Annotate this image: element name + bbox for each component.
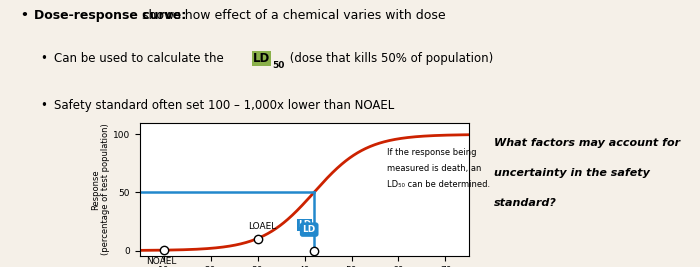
Text: •: • [41, 99, 52, 112]
Text: 50: 50 [273, 61, 285, 70]
Text: What factors may account for: What factors may account for [494, 138, 680, 148]
Text: standard?: standard? [494, 198, 557, 208]
Text: LD₅₀ can be determined.: LD₅₀ can be determined. [388, 180, 491, 190]
Text: Safety standard often set 100 – 1,000x lower than NOAEL: Safety standard often set 100 – 1,000x l… [55, 99, 395, 112]
Text: LD: LD [298, 220, 311, 229]
Text: •: • [41, 52, 52, 65]
Text: If the response being: If the response being [388, 148, 477, 158]
Text: uncertainty in the safety: uncertainty in the safety [494, 168, 650, 178]
Y-axis label: Response
(percentage of test population): Response (percentage of test population) [91, 124, 111, 256]
Text: LD: LD [253, 52, 270, 65]
Text: measured is death, an: measured is death, an [388, 164, 482, 174]
Text: NOAEL: NOAEL [146, 257, 176, 266]
Text: LOAEL: LOAEL [248, 222, 276, 231]
Text: LD: LD [302, 225, 316, 234]
Text: shows how effect of a chemical varies with dose: shows how effect of a chemical varies wi… [139, 9, 446, 22]
Text: Dose-response curve:: Dose-response curve: [34, 9, 186, 22]
Text: Can be used to calculate the: Can be used to calculate the [55, 52, 228, 65]
Text: (dose that kills 50% of population): (dose that kills 50% of population) [286, 52, 493, 65]
Text: •: • [21, 9, 33, 22]
